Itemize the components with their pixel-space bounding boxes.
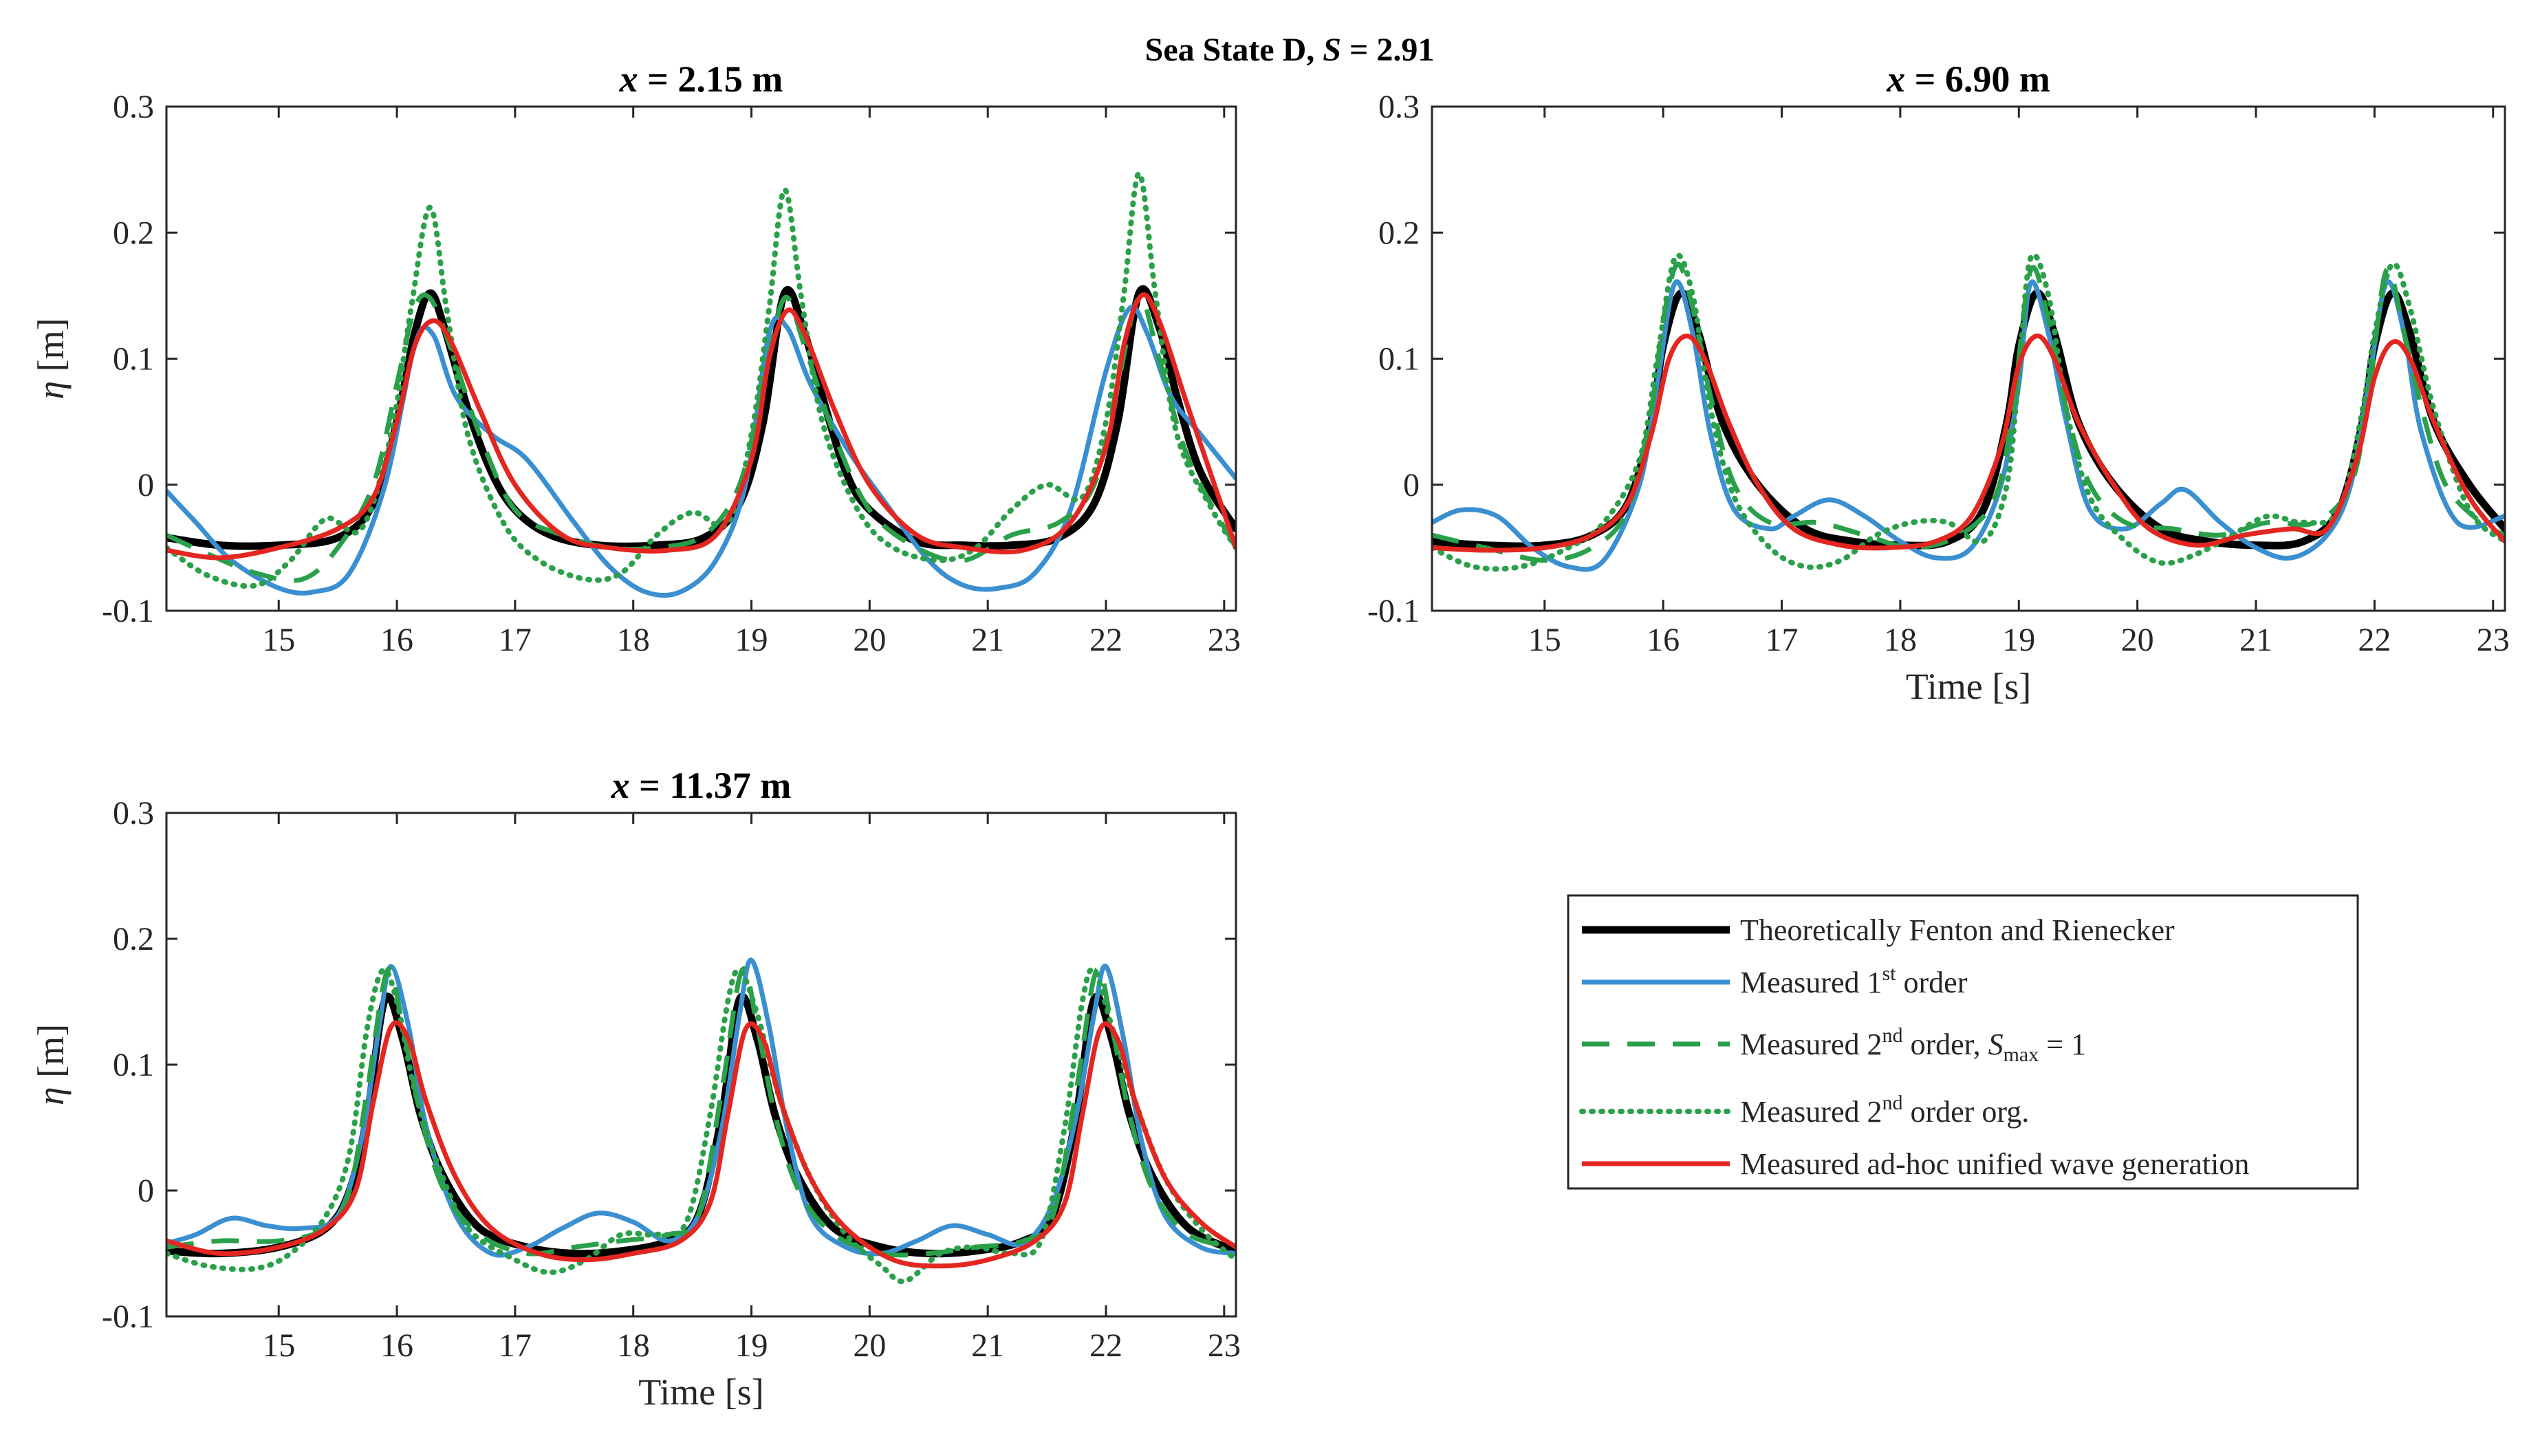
y-tick-label: 0.3 xyxy=(113,89,154,125)
y-axis-label: η [m] xyxy=(30,318,72,399)
y-tick-label: 0 xyxy=(138,1173,154,1209)
x-tick-label: 22 xyxy=(1089,1327,1122,1364)
series-line-first-order xyxy=(166,957,1236,1258)
series-line-adhoc xyxy=(166,292,1236,561)
x-tick-label: 18 xyxy=(617,622,650,658)
x-tick-label: 19 xyxy=(2002,622,2035,658)
panel-title-value: = 2.15 m xyxy=(638,58,783,100)
x-tick-label: 22 xyxy=(1089,622,1122,658)
panel-title-value: = 11.37 m xyxy=(630,765,792,806)
legend-label-second-order-org: Measured 2nd order org. xyxy=(1740,1091,2029,1129)
x-tick-label: 18 xyxy=(617,1327,650,1364)
x-axis-label: Time [s] xyxy=(638,1371,764,1413)
x-tick-label: 18 xyxy=(1884,622,1917,658)
x-tick-label: 20 xyxy=(853,622,886,658)
plot-area xyxy=(166,813,1236,1316)
x-tick-label: 19 xyxy=(735,1327,768,1364)
x-tick-label: 15 xyxy=(262,1327,295,1364)
x-tick-label: 19 xyxy=(735,622,768,658)
panel-title: x = 2.15 m xyxy=(619,58,783,100)
panel-title: x = 6.90 m xyxy=(1886,58,2050,100)
x-tick-label: 16 xyxy=(1647,622,1680,658)
y-tick-label: -0.1 xyxy=(102,1299,154,1335)
x-tick-label: 16 xyxy=(380,1327,413,1364)
series-line-adhoc xyxy=(1432,333,2505,553)
x-tick-label: 17 xyxy=(1766,622,1799,658)
x-tick-label: 17 xyxy=(499,1327,532,1364)
series-line-second-order-org xyxy=(166,171,1236,589)
series-line-first-order xyxy=(166,304,1236,598)
y-tick-label: 0 xyxy=(138,467,154,503)
legend: Theoretically Fenton and Rienecker Measu… xyxy=(1567,894,2359,1190)
y-tick-label: 0.1 xyxy=(1378,341,1420,378)
y-tick-label: 0.1 xyxy=(113,1047,154,1083)
series-group xyxy=(166,957,1236,1285)
chart-panel-1: 15 16 17 18 19 20 21 22 23 -0.1 0 0.1 0.2 0.3 x = 2.15… xyxy=(30,58,1241,658)
legend-label-first-order: Measured 1st order xyxy=(1740,962,1968,999)
y-tick-label: 0.2 xyxy=(113,921,154,957)
panel-title-variable: x xyxy=(619,58,638,100)
series-group xyxy=(1432,252,2505,572)
x-tick-label: 15 xyxy=(1528,622,1561,658)
x-tick-label: 23 xyxy=(1208,622,1241,658)
panel-title-variable: x xyxy=(611,765,630,806)
y-tick-label: 0.2 xyxy=(113,215,154,251)
panel-title-variable: x xyxy=(1886,58,1905,100)
x-tick-label: 20 xyxy=(853,1327,886,1364)
x-tick-label: 23 xyxy=(2477,622,2510,658)
legend-label-fenton: Theoretically Fenton and Rienecker xyxy=(1740,913,2175,947)
y-tick-label: 0.2 xyxy=(1378,215,1420,251)
panel-title: x = 11.37 m xyxy=(611,765,792,806)
legend-label-adhoc: Measured ad-hoc unified wave generation xyxy=(1740,1147,2249,1181)
legend-label-second-order-smax: Measured 2nd order, Smax = 1 xyxy=(1740,1024,2086,1066)
y-tick-label: 0 xyxy=(1403,467,1420,503)
series-group xyxy=(166,171,1236,598)
x-tick-label: 21 xyxy=(971,622,1004,658)
y-tick-label: 0.3 xyxy=(1378,89,1420,125)
y-tick-label: 0.1 xyxy=(113,341,154,378)
series-line-adhoc xyxy=(166,1020,1236,1269)
chart-panel-2: 15 16 17 18 19 20 21 22 23 -0.1 0 0.1 0.2 0.3 x = 6.90… xyxy=(1367,58,2510,707)
x-tick-label: 20 xyxy=(2121,622,2154,658)
x-tick-label: 17 xyxy=(499,622,532,658)
x-tick-label: 23 xyxy=(1208,1327,1241,1364)
x-tick-label: 16 xyxy=(380,622,413,658)
series-line-second-order-org xyxy=(1432,252,2505,572)
x-tick-label: 22 xyxy=(2358,622,2391,658)
chart-panel-3: 15 16 17 18 19 20 21 22 23 -0.1 0 0.1 0.2 0.3 x = 11.3… xyxy=(30,765,1241,1413)
x-tick-label: 15 xyxy=(262,622,295,658)
figure-title: Sea State D, S = 2.91 xyxy=(1145,32,1435,68)
y-tick-label: -0.1 xyxy=(1367,593,1420,629)
x-tick-label: 21 xyxy=(2239,622,2272,658)
series-line-second-order-org xyxy=(166,966,1236,1285)
panel-title-value: = 6.90 m xyxy=(1905,58,2050,100)
y-tick-label: 0.3 xyxy=(113,795,154,832)
y-axis-label: η [m] xyxy=(30,1024,72,1105)
x-tick-label: 21 xyxy=(971,1327,1004,1364)
y-tick-label: -0.1 xyxy=(102,593,154,629)
x-axis-label: Time [s] xyxy=(1906,666,2032,707)
